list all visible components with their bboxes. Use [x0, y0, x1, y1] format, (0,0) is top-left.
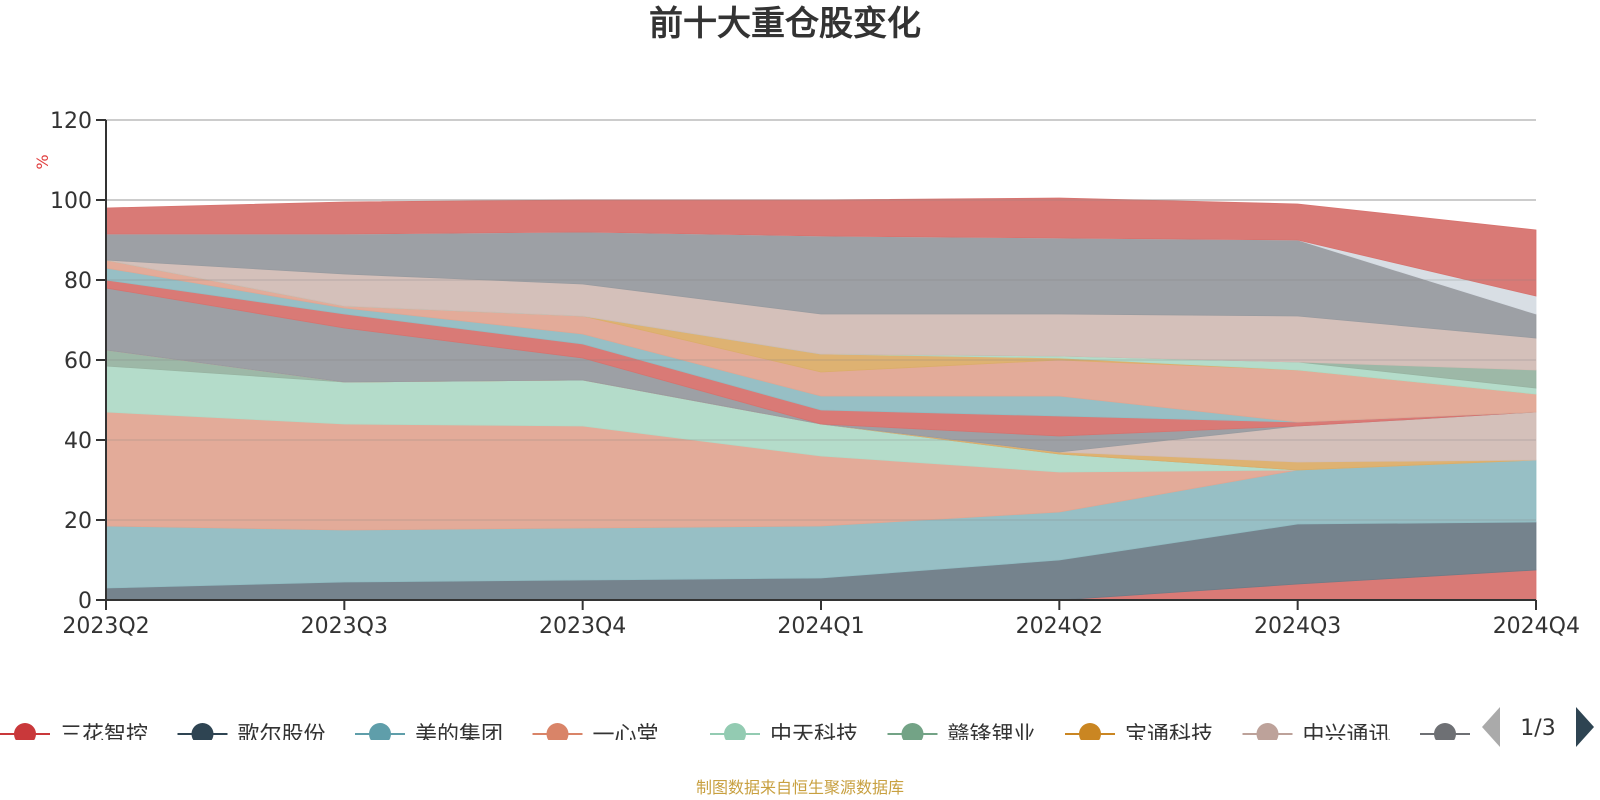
- area-series: [105, 119, 1537, 601]
- legend-label-2: 美的集团: [415, 723, 503, 748]
- legend-marker-6: [1079, 723, 1101, 740]
- legend-label-6: 宝通科技: [1125, 723, 1213, 748]
- legend-item-2[interactable]: 美的集团: [355, 723, 503, 748]
- legend-item-5[interactable]: 赣锋锂业: [887, 723, 1036, 748]
- legend-marker-4: [724, 723, 746, 740]
- legend-marker-1: [191, 723, 214, 740]
- x-tick-label-2: 2023Q4: [539, 614, 626, 639]
- legend-marker-7: [1256, 723, 1279, 740]
- legend-marker-8: [1434, 723, 1456, 740]
- legend-label-1: 歌尔股份: [238, 723, 326, 748]
- x-tick-label-1: 2023Q3: [301, 614, 388, 639]
- y-tick-label-4: 80: [64, 269, 92, 294]
- x-tick-label-6: 2024Q4: [1493, 614, 1580, 639]
- y-tick-label-2: 40: [64, 429, 92, 454]
- axes: 0 20 40 60 80 100 120 2023Q2 2023Q3 2023Q4 2024Q1 2…: [50, 109, 1580, 639]
- y-tick-label-6: 120: [50, 109, 92, 134]
- legend-marker-0: [14, 723, 36, 740]
- legend-label-3: 一心堂: [593, 723, 659, 748]
- area-series-18: [105, 197, 1537, 297]
- y-tick-label-0: 0: [78, 589, 92, 614]
- legend-label-4: 中天科技: [770, 723, 858, 748]
- y-axis-label: %: [33, 154, 52, 169]
- legend-item-3[interactable]: 一心堂: [532, 723, 659, 748]
- legend-marker-3: [546, 723, 569, 740]
- legend-prev-icon[interactable]: [1482, 707, 1500, 747]
- legend-item-8[interactable]: 中国: [1420, 723, 1524, 748]
- source-note: 制图数据来自恒生聚源数据库: [696, 778, 904, 797]
- x-tick-label-3: 2024Q1: [777, 614, 864, 639]
- legend-pager: 1/3: [1482, 707, 1594, 747]
- legend-next-icon[interactable]: [1576, 707, 1594, 747]
- legend-marker-2: [369, 723, 391, 740]
- legend-page-indicator: 1/3: [1520, 716, 1555, 741]
- legend-label-5: 赣锋锂业: [948, 723, 1036, 748]
- legend-item-0[interactable]: 三花智控: [0, 723, 148, 748]
- y-tick-label-5: 100: [50, 189, 92, 214]
- y-tick-label-3: 60: [64, 349, 92, 374]
- legend-item-6[interactable]: 宝通科技: [1065, 723, 1213, 748]
- chart-title: 前十大重仓股变化: [649, 4, 921, 44]
- legend-marker-5: [901, 723, 924, 740]
- x-tick-label-4: 2024Q2: [1016, 614, 1103, 639]
- legend-item-1[interactable]: 歌尔股份: [177, 723, 326, 748]
- legend: 三花智控 歌尔股份 美的集团 一心堂 中天科技 赣锋锂业 宝通科技 中兴通讯 中国: [0, 723, 1524, 748]
- x-tick-label-0: 2023Q2: [62, 614, 149, 639]
- legend-item-4[interactable]: 中天科技: [710, 723, 858, 748]
- legend-item-7[interactable]: 中兴通讯: [1242, 723, 1391, 748]
- x-tick-label-5: 2024Q3: [1254, 614, 1341, 639]
- legend-label-7: 中兴通讯: [1303, 723, 1391, 748]
- y-tick-label-1: 20: [64, 509, 92, 534]
- legend-label-0: 三花智控: [60, 723, 148, 748]
